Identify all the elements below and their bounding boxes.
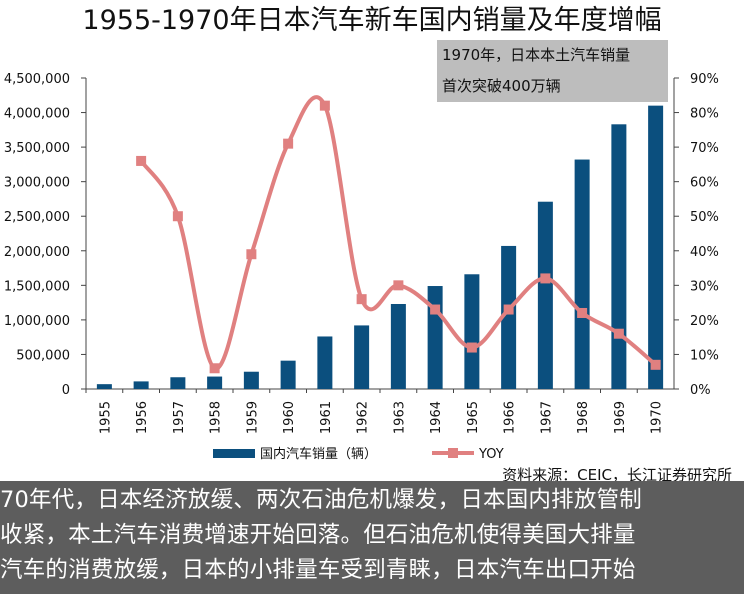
x-tick-label: 1960 (282, 401, 297, 434)
right-tick-label: 20% (690, 314, 719, 329)
legend-line-label: YOY (478, 447, 504, 462)
x-tick-label: 1967 (539, 401, 554, 434)
x-tick-label: 1956 (135, 401, 150, 434)
left-tick-label: 4,500,000 (4, 72, 70, 87)
left-tick-label: 500,000 (16, 348, 70, 363)
x-tick-label: 1962 (356, 401, 371, 434)
sales-bar (537, 201, 553, 389)
yoy-point (577, 307, 588, 318)
sales-bar (464, 274, 480, 389)
body-text-line: 70年代，日本经济放缓、两次石油危机爆发，日本国内排放管制 (0, 487, 642, 513)
x-tick-label: 1965 (466, 401, 481, 434)
body-text-line: 收紧，本土汽车消费增速开始回落。但石油危机使得美国大排量 (0, 522, 636, 548)
yoy-point (209, 363, 220, 374)
right-tick-label: 50% (690, 210, 719, 225)
x-tick-label: 1969 (613, 401, 628, 434)
x-tick-label: 1955 (98, 401, 113, 434)
yoy-line-group (136, 95, 661, 374)
sales-bar (317, 336, 333, 389)
sales-bar (611, 124, 627, 389)
yoy-point (650, 359, 661, 370)
left-axis: 0 500,000 1,000,000 1,500,000 2,000,000 2,500… (4, 72, 87, 398)
sales-bar (390, 303, 406, 389)
yoy-point (540, 273, 551, 284)
right-tick-label: 0% (690, 383, 711, 398)
right-tick-label: 80% (690, 107, 719, 122)
annotation-line-1: 1970年，日本本土汽车销量 (442, 46, 631, 64)
yoy-point (466, 342, 477, 353)
yoy-point (356, 294, 367, 305)
sales-bar (207, 376, 223, 389)
left-tick-label: 0 (62, 383, 70, 398)
x-tick-label: 1966 (503, 401, 518, 434)
x-tick-label: 1968 (576, 401, 591, 434)
left-tick-label: 2,500,000 (4, 210, 70, 225)
legend: 国内汽车销量（辆） YOY (213, 446, 504, 462)
sales-bar (354, 325, 370, 389)
x-tick-label: 1970 (650, 401, 665, 434)
sales-bar (170, 377, 186, 389)
sales-bar (243, 371, 259, 389)
sales-bar (648, 105, 664, 390)
right-tick-label: 60% (690, 176, 719, 191)
yoy-point (503, 304, 514, 315)
annotation-box: 1970年，日本本土汽车销量 首次突破400万辆 (437, 40, 668, 102)
sales-bar (280, 360, 296, 389)
yoy-point (430, 304, 441, 315)
right-axis: 0% 10% 20% 30% 40% 50% 60% 70% 80% 90% (673, 72, 719, 398)
sales-bar (96, 384, 112, 389)
legend-bar-label: 国内汽车销量（辆） (260, 446, 377, 462)
yoy-point (136, 155, 147, 166)
sales-bar (574, 159, 590, 389)
x-tick-label: 1957 (172, 401, 187, 434)
x-tick-label: 1959 (245, 401, 260, 434)
legend-line-marker (448, 448, 458, 458)
sales-bar (427, 286, 443, 389)
yoy-point (613, 328, 624, 339)
right-tick-label: 40% (690, 245, 719, 260)
chart: 0 500,000 1,000,000 1,500,000 2,000,000 2,500… (4, 72, 719, 462)
right-tick-label: 90% (690, 72, 719, 87)
x-tick-label: 1958 (209, 401, 224, 434)
x-axis: 1955 1956 1957 1958 1959 1960 1961 1962 1963 1964… (85, 388, 674, 434)
left-tick-label: 1,000,000 (4, 314, 70, 329)
chart-title: 1955-1970年日本汽车新车国内销量及年度增幅 (82, 5, 662, 36)
yoy-point (319, 100, 330, 111)
right-tick-label: 10% (690, 348, 719, 363)
source-note: 资料来源：CEIC，长江证券研究所 (502, 466, 732, 484)
left-tick-label: 1,500,000 (4, 279, 70, 294)
x-tick-label: 1964 (429, 401, 444, 434)
right-tick-label: 70% (690, 141, 719, 156)
body-text-line: 汽车的消费放缓，日本的小排量车受到青睐，日本汽车出口开始 (0, 557, 636, 583)
annotation-line-2: 首次突破400万辆 (442, 77, 561, 95)
left-tick-label: 4,000,000 (4, 107, 70, 122)
left-tick-label: 3,000,000 (4, 176, 70, 191)
sales-bar (133, 381, 149, 389)
x-tick-label: 1963 (392, 401, 407, 434)
body-text-block: 70年代，日本经济放缓、两次石油危机爆发，日本国内排放管制 收紧，本土汽车消费增… (0, 481, 744, 594)
sales-bar (501, 245, 517, 389)
right-tick-label: 30% (690, 279, 719, 294)
yoy-point (246, 249, 257, 260)
sales-bars (96, 105, 664, 390)
x-tick-label: 1961 (319, 401, 334, 434)
left-tick-label: 2,000,000 (4, 245, 70, 260)
legend-bar-swatch (213, 449, 255, 458)
yoy-point (393, 280, 404, 291)
yoy-point (172, 211, 183, 222)
left-tick-label: 3,500,000 (4, 141, 70, 156)
yoy-point (283, 138, 294, 149)
